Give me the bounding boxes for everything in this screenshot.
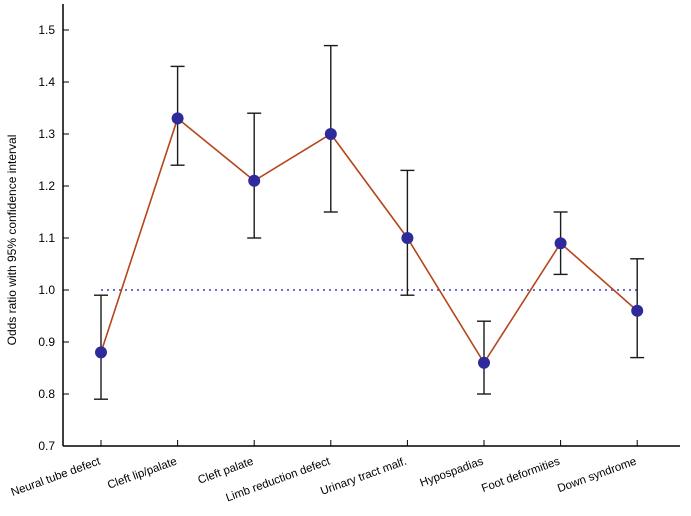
axes: 0.7 0.8 0.9 1.0 1.1 1.2 1.3 1.4 1.5 [38,4,680,453]
line-layer [100,117,638,365]
y-tick-label: 0.8 [38,387,55,401]
y-tick-label: 1.0 [38,283,55,297]
y-tick-label: 0.9 [38,335,55,349]
data-point [95,346,107,359]
series-line [100,117,638,365]
y-tick-label: 1.3 [38,127,55,141]
data-point [554,237,567,250]
x-category-label: Hypospadias [418,455,485,489]
data-point [248,174,261,187]
data-point [171,112,184,125]
data-point [324,128,337,140]
x-category-label: Foot deformities [480,455,562,495]
y-tick-label: 1.2 [38,179,55,193]
y-tick-label: 1.4 [38,75,55,89]
y-axis-title: Odds ratio with 95% confidence interval [5,135,19,346]
data-point [401,232,414,244]
data-point [478,356,490,369]
x-category-label: Cleft palate [196,456,255,487]
x-category-label: Urinary tract malf. [319,456,408,498]
label-layer: Neural tube defect Cleft lip/palate Cleft … [10,455,639,504]
x-category-label: Down syndrome [556,456,638,496]
y-tick-label: 1.5 [38,23,55,37]
y-tick-label: 0.7 [38,439,55,453]
data-point [631,304,644,317]
x-category-label: Neural tube defect [10,455,103,499]
x-category-label: Cleft lip/palate [106,456,179,492]
marker-layer [95,112,644,369]
y-tick-label: 1.1 [38,231,55,245]
errorbar-layer [94,44,645,400]
